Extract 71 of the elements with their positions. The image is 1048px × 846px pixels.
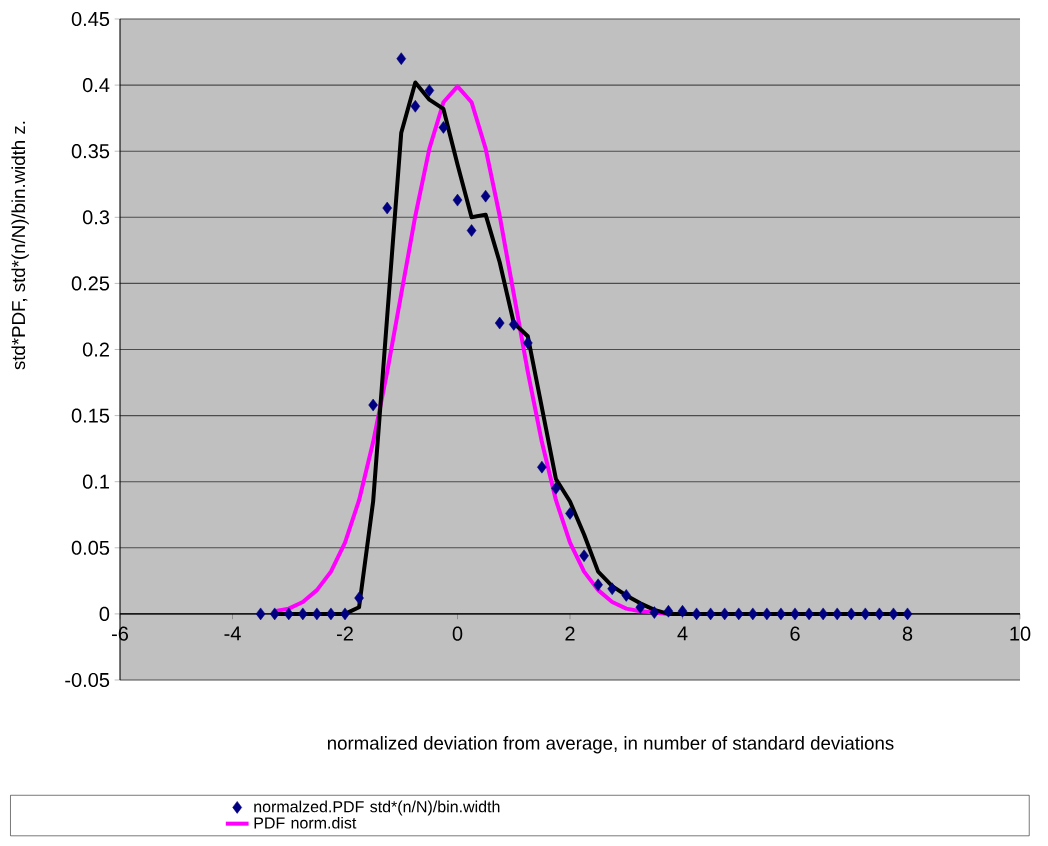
x-axis-title: normalized deviation from average, in number of standard deviations <box>327 736 894 754</box>
point <box>579 549 589 562</box>
point <box>621 589 632 602</box>
y-axis-title: std*PDF, std*(n/N)/bin.width z. <box>11 121 29 370</box>
point <box>452 193 463 207</box>
point <box>874 607 885 621</box>
point <box>494 316 505 330</box>
y-tick-label: 0.1 <box>82 474 109 489</box>
point <box>832 607 842 621</box>
point <box>607 582 617 596</box>
x-tick-label: 10 <box>1010 626 1031 641</box>
point <box>396 52 407 65</box>
point <box>368 398 378 412</box>
point <box>593 578 603 592</box>
y-tick-label: 0.25 <box>71 276 110 291</box>
x-tick-label: 8 <box>902 626 913 641</box>
point <box>283 607 294 621</box>
point <box>269 607 280 621</box>
y-tick-label: 0.15 <box>71 408 110 423</box>
point <box>691 607 702 621</box>
point <box>537 460 547 474</box>
point <box>508 318 519 331</box>
point <box>424 84 435 97</box>
point <box>523 336 533 350</box>
point <box>354 591 364 605</box>
y-tick-label: 0.45 <box>71 11 110 27</box>
y-tick-label: 0.05 <box>71 540 110 555</box>
point <box>846 607 857 621</box>
point <box>438 121 449 134</box>
point <box>649 606 660 619</box>
x-tick-label: 0 <box>452 626 463 641</box>
point <box>480 189 491 203</box>
point <box>902 607 913 621</box>
point <box>410 99 421 113</box>
point <box>565 507 575 520</box>
y-tick-label: 0.3 <box>82 210 110 225</box>
point <box>748 607 758 621</box>
legend-label: normalzed.PDF std*(n/N)/bin.width <box>254 800 500 816</box>
point <box>551 482 561 495</box>
point <box>762 607 772 621</box>
y-tick-label: -0.05 <box>65 672 110 688</box>
point <box>326 607 336 621</box>
point <box>635 601 646 614</box>
point <box>705 607 716 621</box>
x-tick-label: -2 <box>336 626 353 641</box>
point <box>340 607 350 621</box>
legend-label: PDF norm.dist <box>254 816 357 829</box>
point <box>298 607 308 621</box>
point <box>677 604 688 618</box>
y-tick-label: 0.2 <box>82 342 109 357</box>
point <box>733 607 744 621</box>
point <box>860 607 871 621</box>
point <box>804 607 814 621</box>
point <box>466 224 477 237</box>
point <box>312 607 322 621</box>
y-tick-label: 0 <box>99 606 110 621</box>
point <box>382 201 392 215</box>
x-tick-label: -4 <box>224 626 241 641</box>
y-tick-label: 0.4 <box>82 78 110 93</box>
x-tick-label: -6 <box>111 626 129 641</box>
y-tick-label: 0.35 <box>71 144 110 159</box>
x-tick-label: 2 <box>565 626 575 641</box>
point <box>818 607 828 621</box>
point <box>776 607 786 621</box>
point <box>719 607 730 621</box>
x-tick-label: 4 <box>677 626 688 641</box>
point <box>663 604 674 618</box>
point <box>255 607 266 621</box>
point <box>790 607 800 621</box>
point <box>888 607 899 621</box>
x-tick-label: 6 <box>790 626 800 641</box>
